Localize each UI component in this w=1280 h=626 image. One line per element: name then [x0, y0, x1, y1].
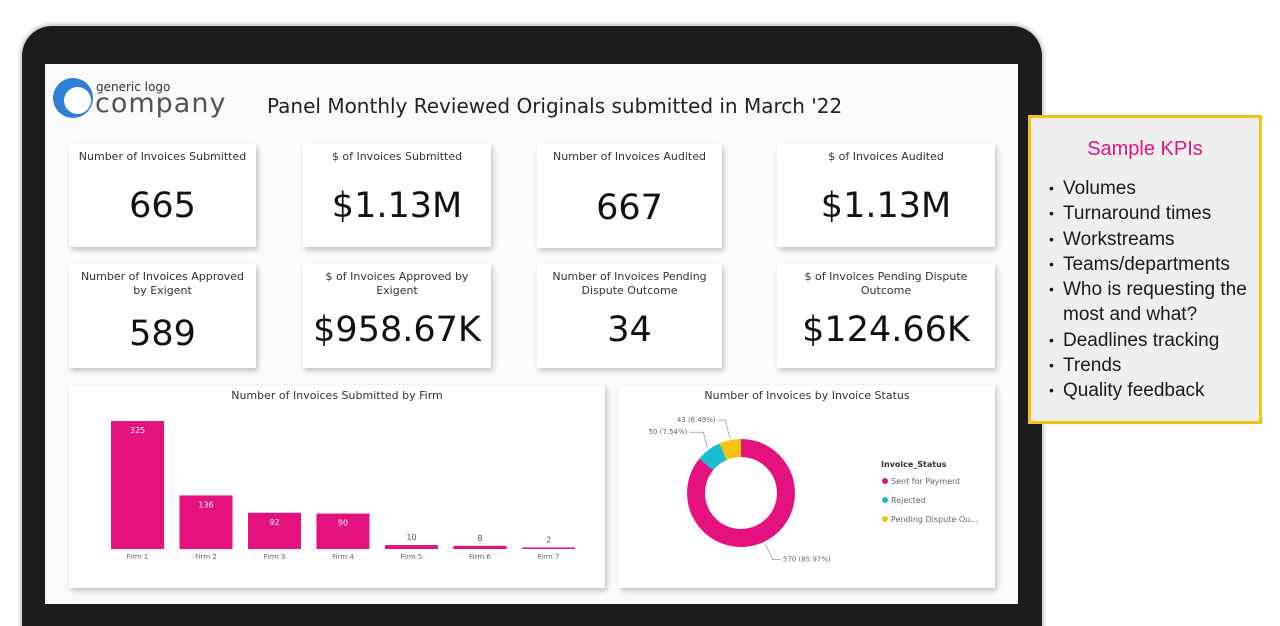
bar-chart-title: Number of Invoices Submitted by Firm [231, 389, 443, 402]
bar-value-label: 90 [338, 519, 348, 528]
card-label: Number of Invoices Pending Dispute Outco… [552, 270, 707, 297]
legend-item[interactable]: Pending Dispute Ou... [891, 515, 978, 524]
category-label: Firm 5 [401, 553, 423, 561]
kpi-card-dollars-audited[interactable]: $ of Invoices Audited $1.13M [777, 144, 995, 247]
kpi-item: Trends [1047, 353, 1259, 379]
bar-chart: 325 Firm 1 136 Firm 2 92 Firm 3 90 Firm 4 10 Firm… [111, 421, 575, 561]
slice-data-label: 50 (7.54%) [649, 428, 688, 436]
legend-marker [882, 516, 888, 522]
slice-data-label: 43 (6.49%) [677, 416, 716, 424]
bar-chart-panel[interactable]: Number of Invoices Submitted by Firm 325… [69, 385, 605, 588]
card-value: $1.13M [331, 186, 463, 226]
bar-value-label: 8 [477, 534, 482, 543]
logo-big-text: company [95, 88, 227, 119]
bar-value-label: 92 [269, 518, 279, 527]
kpi-card-dollars-submitted[interactable]: $ of Invoices Submitted $1.13M [303, 144, 491, 247]
page-title: Panel Monthly Reviewed Originals submitt… [267, 94, 843, 118]
card-value: 667 [596, 188, 663, 228]
card-label: $ of Invoices Submitted [331, 150, 463, 163]
card-label: Number of Invoices Approved by Exigent [80, 270, 245, 297]
dashboard-screen: generic logo company Panel Monthly Revie… [45, 64, 1018, 604]
donut-chart: 570 (85.97%) 50 (7.54%) 43 (6.49%) Invoice_… [649, 416, 978, 564]
logo-small-text: generic logo [96, 80, 171, 94]
leader-line [764, 543, 781, 560]
bar-value-label: 136 [198, 500, 213, 509]
legend-marker [882, 497, 888, 503]
card-label: $ of Invoices Pending Dispute Outcome [804, 270, 968, 297]
legend-title: Invoice_Status [881, 460, 947, 469]
card-label: Number of Invoices Submitted [78, 150, 247, 163]
category-label: Firm 2 [195, 553, 217, 561]
kpi-card-invoices-submitted[interactable]: Number of Invoices Submitted 665 [69, 144, 256, 247]
bar[interactable] [453, 545, 507, 549]
donut-slice[interactable] [687, 439, 795, 547]
kpi-card-invoices-pending[interactable]: Number of Invoices Pending Dispute Outco… [537, 264, 722, 368]
bar[interactable] [316, 513, 370, 549]
kpis-title: Sample KPIs [1087, 138, 1203, 160]
kpi-item: Workstreams [1047, 227, 1259, 253]
card-value: $1.13M [820, 186, 952, 226]
sample-kpis-box: Sample KPIs Volumes Turnaround times Wor… [1028, 115, 1262, 424]
card-label: Number of Invoices Audited [553, 150, 706, 163]
category-label: Firm 3 [264, 553, 286, 561]
kpi-item: Who is requesting the most and what? [1047, 277, 1259, 328]
category-label: Firm 4 [332, 553, 354, 561]
kpi-item: Deadlines tracking [1047, 328, 1259, 354]
donut-slice[interactable] [699, 443, 727, 471]
legend-item[interactable]: Rejected [891, 496, 926, 505]
card-value: 665 [129, 186, 196, 226]
card-value: $958.67K [313, 310, 481, 350]
category-label: Firm 7 [538, 553, 560, 561]
kpi-item: Quality feedback [1047, 378, 1259, 404]
bar[interactable] [248, 512, 301, 549]
bar-value-label: 2 [546, 536, 551, 545]
category-label: Firm 6 [469, 553, 491, 561]
donut-slice[interactable] [719, 439, 741, 460]
kpi-card-invoices-audited[interactable]: Number of Invoices Audited 667 [537, 144, 722, 248]
kpi-item: Teams/departments [1047, 252, 1259, 278]
donut-chart-title: Number of Invoices by Invoice Status [704, 389, 910, 402]
donut-chart-panel[interactable]: Number of Invoices by Invoice Status 570… [619, 385, 995, 588]
kpi-card-dollars-pending[interactable]: $ of Invoices Pending Dispute Outcome $1… [777, 264, 995, 368]
card-label: $ of Invoices Approved by Exigent [325, 270, 469, 297]
slice-data-label: 570 (85.97%) [783, 556, 831, 564]
card-value: 34 [607, 310, 652, 350]
kpi-card-dollars-approved[interactable]: $ of Invoices Approved by Exigent $958.6… [303, 264, 491, 368]
legend-marker [882, 478, 888, 484]
bar[interactable] [522, 547, 575, 550]
kpi-item: Turnaround times [1047, 201, 1259, 227]
company-logo: generic logo company [51, 78, 225, 122]
bar[interactable] [111, 421, 164, 549]
bar-value-label: 10 [406, 533, 416, 542]
leader-line [689, 431, 708, 449]
kpi-card-invoices-approved[interactable]: Number of Invoices Approved by Exigent 5… [69, 264, 256, 368]
kpis-list: Volumes Turnaround times Workstreams Tea… [1047, 176, 1259, 404]
category-label: Firm 1 [127, 553, 149, 561]
bar[interactable] [179, 495, 233, 549]
bar[interactable] [385, 545, 438, 549]
card-value: 589 [129, 314, 196, 354]
card-value: $124.66K [802, 310, 970, 350]
legend-item[interactable]: Sent for Payment [891, 477, 960, 486]
bar-value-label: 325 [130, 426, 145, 435]
leader-line [717, 419, 731, 439]
card-label: $ of Invoices Audited [828, 150, 944, 163]
kpi-item: Volumes [1047, 176, 1259, 202]
